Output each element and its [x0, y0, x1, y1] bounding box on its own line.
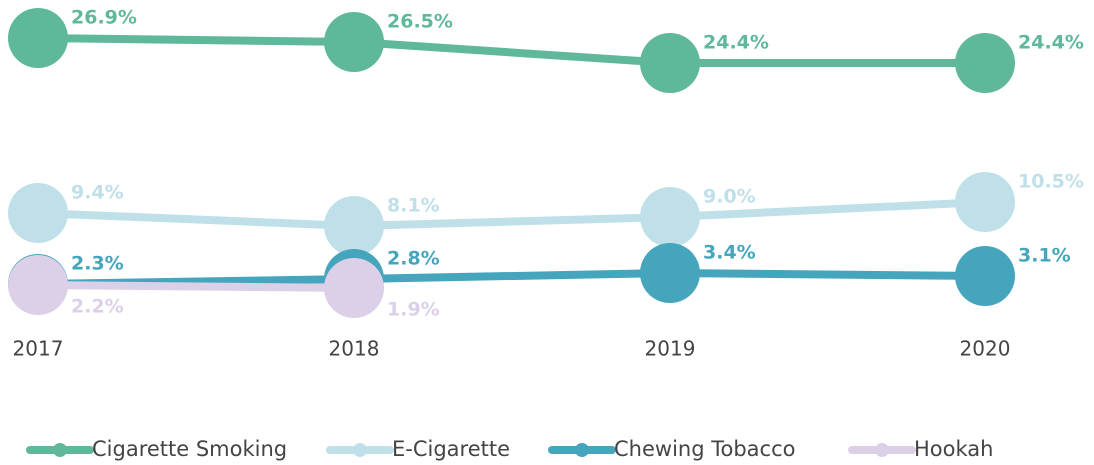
value-label: 24.4% [703, 32, 769, 54]
value-label: 26.5% [387, 11, 453, 33]
data-point [640, 33, 700, 93]
data-point [640, 243, 700, 303]
legend-label: E-Cigarette [392, 437, 510, 461]
value-label: 3.4% [703, 242, 756, 264]
legend-dot [353, 443, 367, 457]
data-point [324, 12, 384, 72]
x-tick-label: 2018 [329, 337, 380, 361]
data-point [8, 183, 68, 243]
data-point [324, 196, 384, 256]
legend-dot [53, 443, 67, 457]
value-label: 26.9% [71, 7, 137, 29]
data-point [955, 33, 1015, 93]
value-label: 2.8% [387, 248, 440, 270]
series-line [34, 198, 989, 231]
value-label: 24.4% [1018, 32, 1084, 54]
data-point [955, 172, 1015, 232]
series-line [34, 281, 358, 292]
x-tick-label: 2019 [645, 337, 696, 361]
data-point [324, 258, 384, 318]
value-label: 2.2% [71, 296, 124, 318]
legend-dot [575, 443, 589, 457]
legend-label: Chewing Tobacco [614, 437, 795, 461]
legend-label: Hookah [914, 437, 993, 461]
data-point [640, 187, 700, 247]
data-point [8, 255, 68, 315]
value-label: 9.0% [703, 186, 756, 208]
value-label: 8.1% [387, 195, 440, 217]
value-label: 3.1% [1018, 245, 1071, 267]
x-tick-label: 2017 [13, 337, 64, 361]
series-line [34, 268, 989, 288]
value-label: 10.5% [1018, 171, 1084, 193]
series-line [34, 34, 989, 67]
value-label: 1.9% [387, 299, 440, 321]
data-point [955, 246, 1015, 306]
x-tick-label: 2020 [960, 337, 1011, 361]
value-label: 9.4% [71, 182, 124, 204]
legend-label: Cigarette Smoking [92, 437, 287, 461]
legend-dot [875, 443, 889, 457]
value-label: 2.3% [71, 253, 124, 275]
data-point [8, 8, 68, 68]
